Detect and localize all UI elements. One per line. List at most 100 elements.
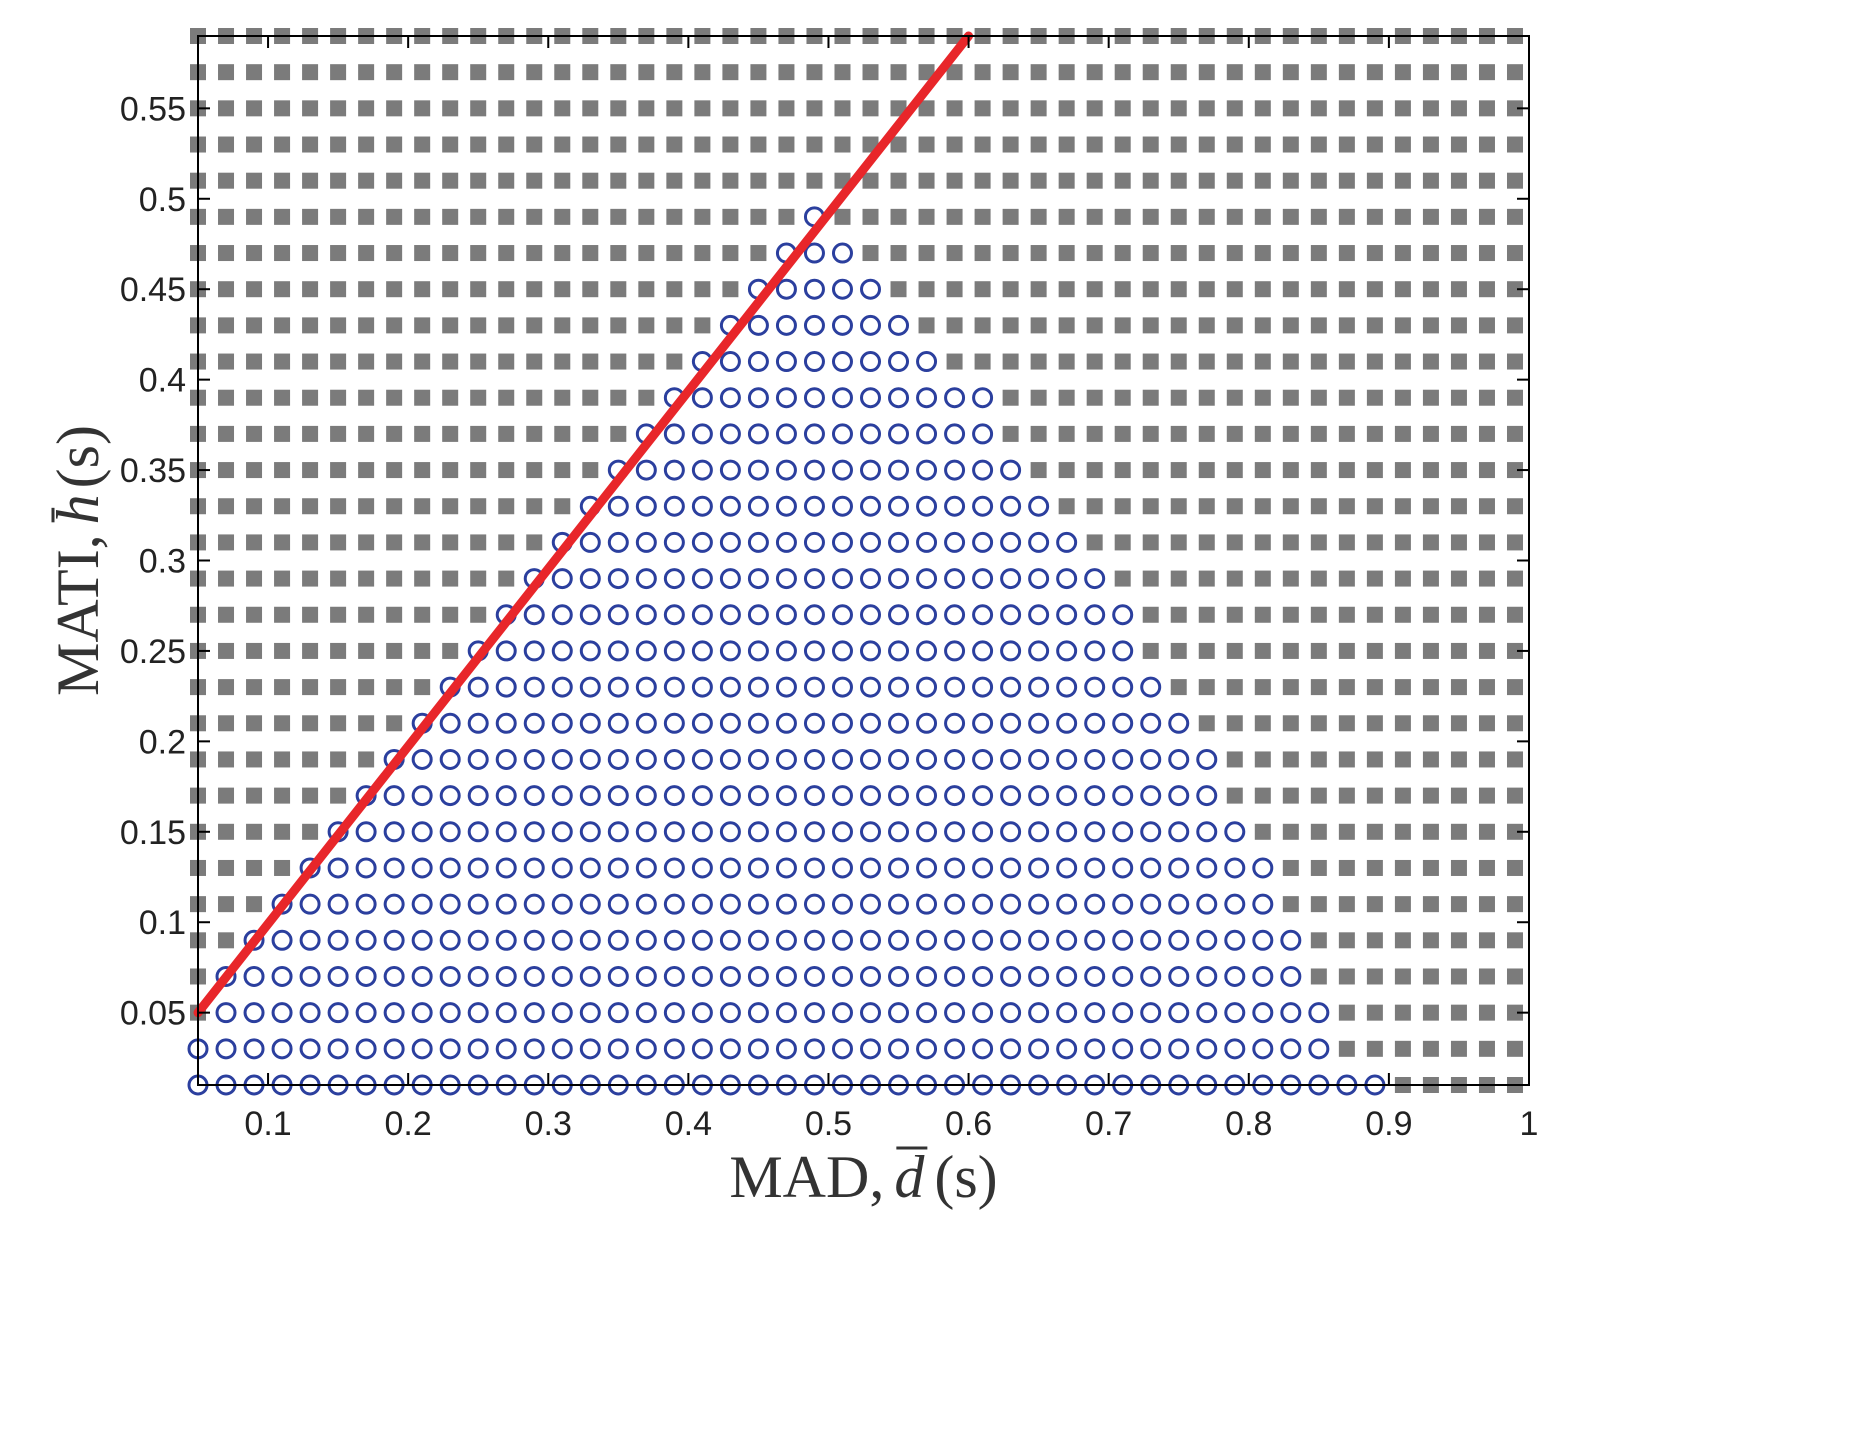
feasible-point (916, 640, 938, 662)
feasible-point (1000, 495, 1022, 517)
feasible-point (1028, 857, 1050, 879)
feasible-point (831, 785, 853, 807)
infeasible-point (778, 208, 795, 225)
infeasible-point (1366, 859, 1383, 876)
infeasible-point (946, 172, 963, 189)
feasible-point (860, 676, 882, 698)
infeasible-point (526, 208, 543, 225)
infeasible-point (302, 823, 319, 840)
infeasible-point (302, 281, 319, 298)
feasible-point (1168, 929, 1190, 951)
feasible-point (1000, 1038, 1022, 1060)
infeasible-point (1002, 100, 1019, 117)
infeasible-point (1422, 534, 1439, 551)
infeasible-point (610, 389, 627, 406)
feasible-point (1196, 821, 1218, 843)
infeasible-point (1366, 100, 1383, 117)
infeasible-point (358, 172, 375, 189)
feasible-point (831, 748, 853, 770)
feasible-point (215, 965, 237, 987)
infeasible-point (1338, 1004, 1355, 1021)
infeasible-point (1254, 281, 1271, 298)
feasible-point (1084, 1002, 1106, 1024)
infeasible-point (1450, 751, 1467, 768)
infeasible-point (946, 281, 963, 298)
feasible-point (888, 568, 910, 590)
infeasible-point (218, 896, 235, 913)
infeasible-point (526, 100, 543, 117)
infeasible-point (1198, 317, 1215, 334)
infeasible-point (1478, 317, 1495, 334)
feasible-point (719, 423, 741, 445)
infeasible-point (218, 932, 235, 949)
feasible-point (1112, 821, 1134, 843)
feasible-point (831, 965, 853, 987)
infeasible-point (1114, 498, 1131, 515)
infeasible-point (498, 353, 515, 370)
infeasible-point (1450, 787, 1467, 804)
feasible-point (1252, 893, 1274, 915)
infeasible-point (1366, 823, 1383, 840)
infeasible-point (246, 896, 263, 913)
infeasible-point (834, 100, 851, 117)
infeasible-point (1226, 389, 1243, 406)
infeasible-point (974, 317, 991, 334)
feasible-point (1000, 785, 1022, 807)
infeasible-point (1142, 462, 1159, 479)
feasible-point (607, 676, 629, 698)
infeasible-point (1506, 715, 1523, 732)
infeasible-point (666, 317, 683, 334)
infeasible-point (274, 823, 291, 840)
infeasible-point (358, 64, 375, 81)
infeasible-point (1506, 353, 1523, 370)
y-tick-label: 0.45 (120, 271, 186, 309)
feasible-point (299, 1002, 321, 1024)
feasible-point (663, 640, 685, 662)
feasible-point (803, 278, 825, 300)
infeasible-point (414, 353, 431, 370)
infeasible-point (1506, 1004, 1523, 1021)
infeasible-point (610, 136, 627, 153)
feasible-point (972, 785, 994, 807)
infeasible-point (246, 570, 263, 587)
infeasible-point (1030, 100, 1047, 117)
infeasible-point (1338, 425, 1355, 442)
feasible-point (972, 423, 994, 445)
feasible-point (775, 351, 797, 373)
feasible-point (972, 929, 994, 951)
infeasible-point (918, 317, 935, 334)
infeasible-point (1450, 679, 1467, 696)
infeasible-point (330, 317, 347, 334)
infeasible-point (302, 317, 319, 334)
infeasible-point (1506, 751, 1523, 768)
infeasible-point (246, 425, 263, 442)
infeasible-point (1170, 534, 1187, 551)
infeasible-point (806, 172, 823, 189)
infeasible-point (526, 245, 543, 262)
infeasible-point (386, 245, 403, 262)
infeasible-point (330, 100, 347, 117)
infeasible-point (330, 787, 347, 804)
feasible-point (1112, 893, 1134, 915)
infeasible-point (218, 534, 235, 551)
infeasible-point (1170, 570, 1187, 587)
feasible-point (1028, 568, 1050, 590)
feasible-point (1224, 893, 1246, 915)
feasible-point (747, 676, 769, 698)
feasible-point (1056, 604, 1078, 626)
infeasible-point (1310, 787, 1327, 804)
infeasible-point (1366, 389, 1383, 406)
feasible-point (243, 1002, 265, 1024)
infeasible-point (1338, 932, 1355, 949)
infeasible-point (246, 172, 263, 189)
infeasible-point (442, 462, 459, 479)
feasible-point (888, 676, 910, 698)
infeasible-point (1478, 1040, 1495, 1057)
feasible-point (411, 857, 433, 879)
feasible-point (1140, 712, 1162, 734)
infeasible-point (1338, 100, 1355, 117)
infeasible-point (1198, 679, 1215, 696)
infeasible-point (1366, 353, 1383, 370)
feasible-point (1084, 568, 1106, 590)
infeasible-point (1198, 498, 1215, 515)
